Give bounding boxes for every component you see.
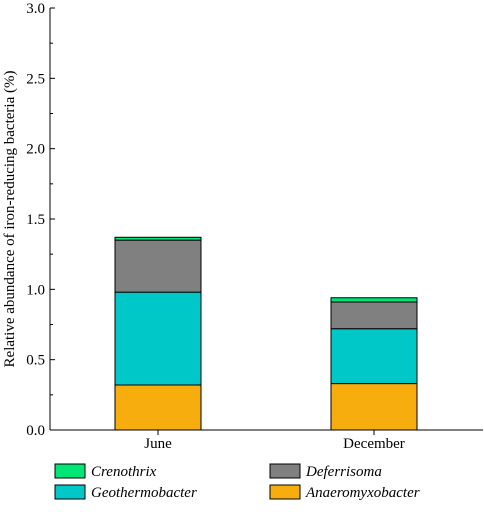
legend: Crenothrix Deferrisoma Geothermobacter Anae… [54, 463, 420, 501]
y-tick-label: 2.0 [26, 142, 45, 158]
y-tick-label: 3.0 [26, 1, 45, 17]
bar-segment-geothermobacter-december [330, 328, 418, 385]
axes-group: June December 0.0 0.5 1.0 1.5 2.0 2.5 3.0 Relativ… [2, 1, 483, 452]
legend-swatch-crenothrix [54, 463, 86, 479]
legend-swatch-anaeromyxobacter [269, 484, 301, 500]
y-tick-label: 1.5 [26, 212, 45, 228]
y-tick-label: 0.5 [26, 353, 45, 369]
bar-segment-deferrisoma-december [330, 301, 418, 330]
legend-label-deferrisoma: Deferrisoma [305, 464, 382, 480]
y-axis-title: Relative abundance of iron-reducing bact… [2, 71, 18, 368]
legend-label-geothermobacter: Geothermobacter [91, 485, 197, 501]
legend-swatch-deferrisoma [269, 463, 301, 479]
x-tick-label: December [343, 436, 405, 452]
y-tick-label: 2.5 [26, 71, 45, 87]
bar-segment-deferrisoma-june [114, 239, 202, 293]
y-tick-label: 1.0 [26, 282, 45, 298]
legend-label-crenothrix: Crenothrix [91, 464, 157, 480]
bars-group [114, 236, 418, 431]
bar-segment-anaeromyxobacter-june [114, 384, 202, 431]
legend-label-anaeromyxobacter: Anaeromyxobacter [305, 485, 420, 501]
bar-segment-crenothrix-december [330, 297, 418, 303]
legend-swatch-geothermobacter [54, 484, 86, 500]
x-tick-label: June [144, 436, 172, 452]
bar-segment-crenothrix-june [114, 236, 202, 241]
y-tick-label: 0.0 [26, 423, 45, 439]
bar-segment-anaeromyxobacter-december [330, 383, 418, 431]
bar-segment-geothermobacter-june [114, 291, 202, 386]
